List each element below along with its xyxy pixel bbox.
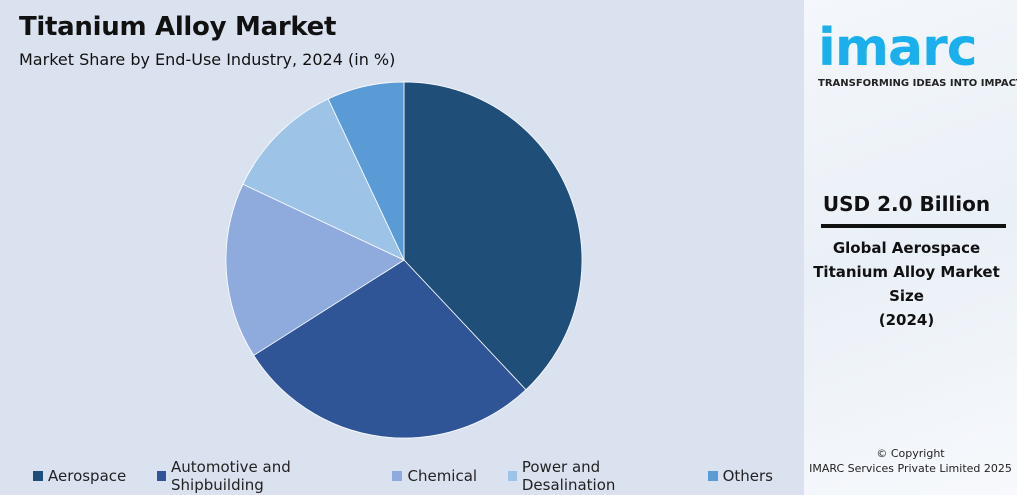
legend-item: Others (707, 458, 773, 494)
logo-tagline: TRANSFORMING IDEAS INTO IMPACT (818, 78, 1017, 89)
pie-slice-power-and-desalination (242, 98, 405, 261)
legend-label: Others (722, 467, 773, 485)
desc-line: (2024) (878, 311, 935, 329)
desc-line: Size (889, 287, 924, 305)
legend: Aerospace Automotive and Shipbuilding Chem… (33, 458, 804, 494)
legend-label: Chemical (407, 467, 478, 485)
legend-swatch (157, 471, 167, 481)
chart-title: Titanium Alloy Market (19, 12, 337, 42)
legend-swatch (392, 471, 403, 481)
info-panel: imarc TRANSFORMING IDEAS INTO IMPACT USD… (804, 0, 1017, 495)
market-description: Global Aerospace Titanium Alloy Market S… (804, 236, 1009, 332)
legend-item: Automotive and Shipbuilding (157, 458, 361, 494)
copyright: © Copyright IMARC Services Private Limit… (804, 446, 1017, 476)
legend-item: Power and Desalination (508, 458, 677, 494)
legend-item: Chemical (392, 458, 477, 494)
legend-swatch (707, 471, 718, 481)
legend-label: Aerospace (48, 467, 127, 485)
legend-label: Automotive and Shipbuilding (171, 458, 291, 494)
imarc-logo: imarc TRANSFORMING IDEAS INTO IMPACT (818, 12, 1017, 89)
legend-label: Power and Desalination (521, 458, 616, 494)
copyright-line: © Copyright (876, 447, 945, 460)
pie-chart (225, 81, 583, 439)
market-value: USD 2.0 Billion (822, 192, 991, 216)
legend-swatch (508, 471, 517, 481)
desc-line: Titanium Alloy Market (813, 263, 1000, 281)
pie-slice-chemical (225, 183, 405, 356)
legend-item: Aerospace (33, 458, 126, 494)
chart-subtitle: Market Share by End-Use Industry, 2024 (… (19, 50, 396, 69)
copyright-line: IMARC Services Private Limited 2025 (809, 462, 1012, 475)
pie-slice-automotive-and-shipbuilding (253, 259, 527, 439)
legend-swatch (33, 471, 43, 481)
divider (821, 224, 1006, 228)
pie-slice-others (327, 81, 405, 261)
desc-line: Global Aerospace (832, 239, 981, 257)
logo-wordmark: imarc (818, 18, 978, 78)
chart-area: Titanium Alloy Market Market Share by En… (0, 0, 804, 495)
pie-slice-aerospace (403, 81, 583, 391)
